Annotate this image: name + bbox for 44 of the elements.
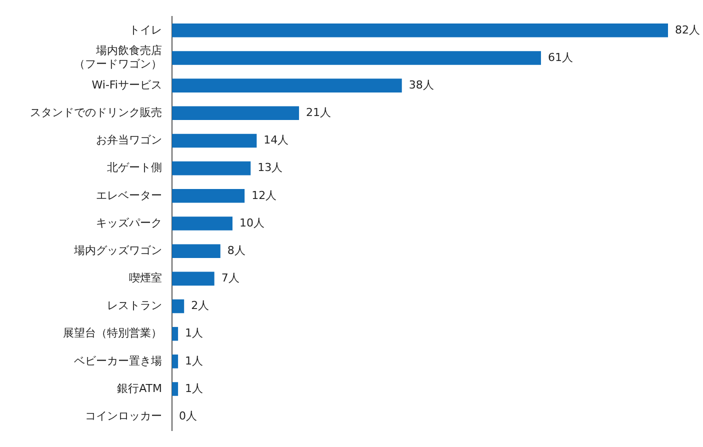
y-tick-label: 展望台（特別営業） — [63, 326, 162, 340]
data-label: 82人 — [675, 23, 700, 36]
bar — [172, 244, 220, 258]
y-tick-label: お弁当ワゴン — [96, 134, 162, 147]
y-tick-label: 喫煙室 — [129, 272, 162, 285]
bar — [172, 354, 178, 368]
data-label: 10人 — [239, 216, 264, 230]
data-label: 38人 — [408, 78, 434, 92]
bar — [172, 134, 257, 148]
bar — [172, 299, 184, 314]
y-tick-label: Wi-Fiサービス — [92, 78, 162, 92]
data-label: 21人 — [306, 106, 332, 120]
bar — [172, 106, 300, 120]
data-label: 1人 — [185, 382, 204, 395]
y-tick-label: キッズパーク — [96, 216, 162, 230]
bar — [172, 189, 245, 203]
y-tick-label: レストラン — [107, 299, 162, 312]
y-tick-label: 北ゲート側 — [107, 161, 162, 174]
data-label: 13人 — [258, 161, 283, 174]
bar — [172, 272, 214, 286]
bar — [172, 23, 668, 38]
y-tick-label: コインロッカー — [85, 409, 162, 422]
y-tick-label: トイレ — [129, 23, 162, 36]
data-label: 14人 — [264, 134, 289, 147]
data-label: 12人 — [252, 188, 277, 202]
bar — [172, 216, 232, 230]
y-tick-label: エレベーター — [96, 188, 162, 202]
bar — [172, 51, 541, 65]
data-label: 1人 — [185, 326, 204, 340]
y-tick-label: 場内グッズワゴン — [73, 244, 162, 257]
data-label: 1人 — [185, 354, 204, 368]
y-tick-label: 場内飲食売店（フードワゴン） — [74, 44, 162, 70]
data-label: 7人 — [221, 272, 240, 285]
y-tick-label: 銀行ATM — [117, 382, 162, 395]
data-label: 8人 — [227, 244, 246, 257]
bar — [172, 78, 402, 92]
bar — [172, 382, 178, 396]
bar — [172, 161, 251, 176]
data-label: 2人 — [191, 299, 210, 312]
bar — [172, 326, 178, 341]
y-tick-label: スタンドでのドリンク販売 — [30, 106, 162, 120]
data-label: 61人 — [548, 50, 573, 64]
data-label: 0人 — [179, 409, 197, 422]
y-tick-label: ベビーカー置き場 — [74, 354, 162, 368]
